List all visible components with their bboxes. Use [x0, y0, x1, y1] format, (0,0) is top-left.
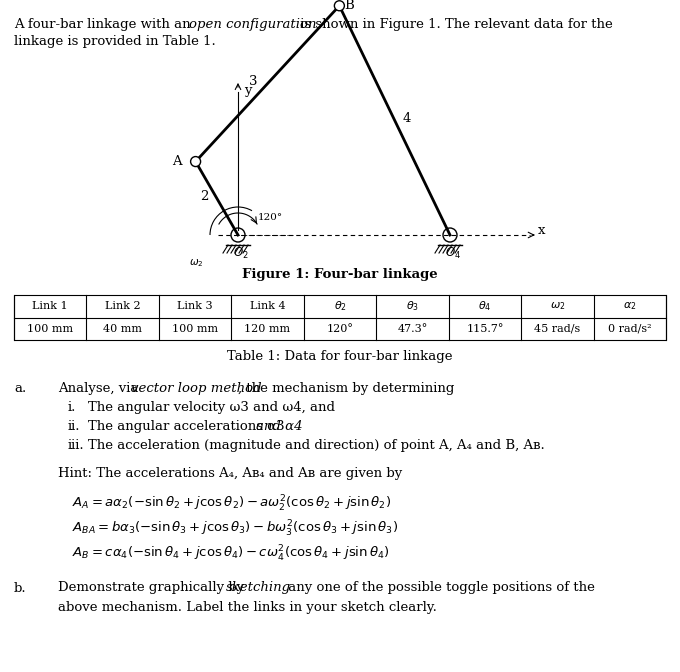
Text: 100 mm: 100 mm: [172, 324, 218, 334]
Text: Analyse, via: Analyse, via: [58, 382, 143, 395]
Text: sketching: sketching: [226, 581, 291, 595]
Text: 100 mm: 100 mm: [27, 324, 73, 334]
Text: $A_{BA} = b\alpha_3(-\sin\theta_3 + j\cos\theta_3) - b\omega_3^2(\cos\theta_3 + : $A_{BA} = b\alpha_3(-\sin\theta_3 + j\co…: [72, 519, 398, 538]
Text: and α4: and α4: [256, 420, 303, 433]
Text: open configuration: open configuration: [189, 18, 316, 31]
Text: 45 rad/s: 45 rad/s: [534, 324, 581, 334]
Text: Link 4: Link 4: [250, 301, 286, 311]
Text: any one of the possible toggle positions of the: any one of the possible toggle positions…: [284, 581, 595, 595]
Text: iii.: iii.: [68, 439, 84, 452]
Text: 3: 3: [249, 75, 258, 88]
Circle shape: [190, 157, 201, 167]
Text: 120°: 120°: [258, 212, 283, 222]
Text: is shown in Figure 1. The relevant data for the: is shown in Figure 1. The relevant data …: [296, 18, 613, 31]
Text: linkage is provided in Table 1.: linkage is provided in Table 1.: [14, 35, 216, 48]
Text: 2: 2: [201, 190, 209, 203]
Text: Figure 1: Four-bar linkage: Figure 1: Four-bar linkage: [242, 268, 438, 281]
Text: $\omega_2$: $\omega_2$: [189, 257, 203, 269]
Text: $\alpha_2$: $\alpha_2$: [623, 300, 636, 312]
Text: 0 rad/s²: 0 rad/s²: [608, 324, 651, 334]
Text: above mechanism. Label the links in your sketch clearly.: above mechanism. Label the links in your…: [58, 601, 437, 614]
Text: A: A: [172, 155, 182, 168]
Text: Hint: The accelerations A₄, Aв₄ and Aв are given by: Hint: The accelerations A₄, Aв₄ and Aв a…: [58, 468, 403, 480]
Text: $\theta_3$: $\theta_3$: [406, 299, 419, 313]
Text: $\theta_4$: $\theta_4$: [478, 299, 492, 313]
Text: ii.: ii.: [68, 420, 80, 433]
Text: Link 1: Link 1: [33, 301, 68, 311]
Text: , the mechanism by determining: , the mechanism by determining: [238, 382, 454, 395]
Circle shape: [335, 1, 344, 11]
Text: i.: i.: [68, 401, 76, 414]
Text: Link 2: Link 2: [105, 301, 141, 311]
Text: Table 1: Data for four-bar linkage: Table 1: Data for four-bar linkage: [227, 350, 453, 363]
Text: 120°: 120°: [326, 324, 354, 334]
Text: $A_A = a\alpha_2(-\sin\theta_2 + j\cos\theta_2) - a\omega_2^2(\cos\theta_2 + j\s: $A_A = a\alpha_2(-\sin\theta_2 + j\cos\t…: [72, 493, 391, 513]
Text: 47.3°: 47.3°: [397, 324, 428, 334]
Text: $\omega_2$: $\omega_2$: [549, 300, 565, 312]
Text: 40 mm: 40 mm: [103, 324, 142, 334]
Text: $\theta_2$: $\theta_2$: [333, 299, 347, 313]
Text: $O_4$: $O_4$: [445, 246, 461, 261]
Text: Demonstrate graphically by: Demonstrate graphically by: [58, 581, 248, 595]
Text: B: B: [344, 0, 354, 11]
Text: Link 3: Link 3: [177, 301, 213, 311]
Text: b.: b.: [14, 581, 27, 595]
Text: The acceleration (magnitude and direction) of point A, A₄ and B, Aв.: The acceleration (magnitude and directio…: [88, 439, 545, 452]
Text: The angular accelerations α3: The angular accelerations α3: [88, 420, 289, 433]
Text: $A_B = c\alpha_4(-\sin\theta_4 + j\cos\theta_4) - c\omega_4^2(\cos\theta_4 + j\s: $A_B = c\alpha_4(-\sin\theta_4 + j\cos\t…: [72, 544, 390, 564]
Text: vector loop method: vector loop method: [131, 382, 262, 395]
Text: The angular velocity ω3 and ω4, and: The angular velocity ω3 and ω4, and: [88, 401, 335, 414]
Text: A four-bar linkage with an: A four-bar linkage with an: [14, 18, 195, 31]
Text: 115.7°: 115.7°: [466, 324, 504, 334]
Text: x: x: [538, 224, 545, 237]
Text: a.: a.: [14, 382, 27, 395]
Text: 4: 4: [403, 112, 411, 125]
Text: y: y: [244, 84, 252, 97]
Bar: [14, 295, 666, 340]
Text: 120 mm: 120 mm: [245, 324, 290, 334]
Text: $O_2$: $O_2$: [233, 246, 249, 261]
